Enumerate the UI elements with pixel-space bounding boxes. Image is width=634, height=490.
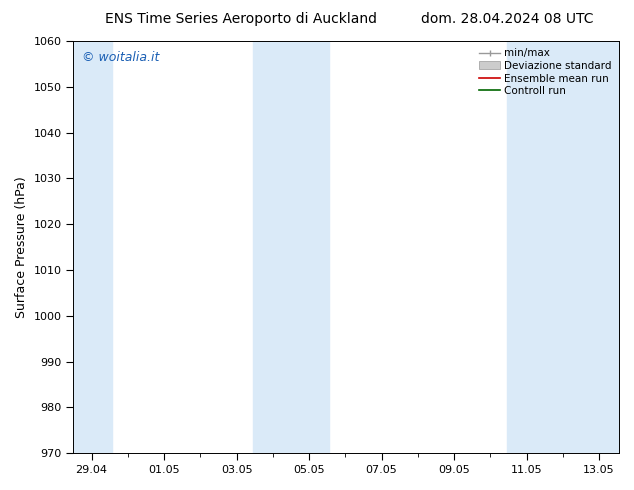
Text: ENS Time Series Aeroporto di Auckland: ENS Time Series Aeroporto di Auckland — [105, 12, 377, 26]
Legend: min/max, Deviazione standard, Ensemble mean run, Controll run: min/max, Deviazione standard, Ensemble m… — [477, 46, 614, 98]
Bar — [74, 41, 112, 453]
Text: dom. 28.04.2024 08 UTC: dom. 28.04.2024 08 UTC — [421, 12, 593, 26]
Bar — [507, 41, 619, 453]
Bar — [253, 41, 329, 453]
Text: © woitalia.it: © woitalia.it — [82, 51, 159, 64]
Y-axis label: Surface Pressure (hPa): Surface Pressure (hPa) — [15, 176, 28, 318]
